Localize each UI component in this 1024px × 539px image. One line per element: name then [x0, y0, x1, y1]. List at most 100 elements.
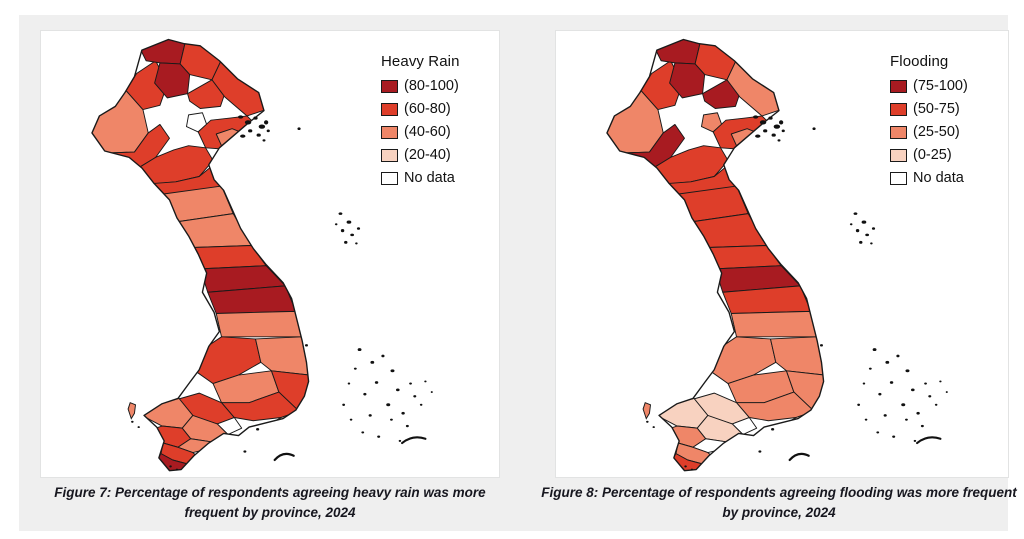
islet-dot	[768, 116, 773, 120]
islet-dot	[398, 439, 402, 442]
legend-item: (20-40)	[381, 147, 487, 163]
islet-dot	[262, 139, 266, 142]
map-card-heavy-rain: Heavy Rain (80-100) (60-80) (40-60) (20-…	[40, 30, 500, 478]
islet-dot	[381, 354, 385, 358]
islet-dot	[883, 414, 887, 417]
islet-dot	[871, 227, 876, 230]
islet-dot	[771, 133, 776, 137]
islet-dot	[253, 116, 258, 120]
islet-dot	[370, 360, 375, 364]
islet-dot	[244, 120, 252, 125]
islet-dot	[395, 388, 400, 392]
province-region	[704, 245, 782, 270]
islet-dot	[859, 240, 863, 244]
islet-dot	[913, 439, 917, 442]
islet-dot	[338, 212, 343, 215]
islet-dot	[690, 468, 694, 471]
reef-arc	[915, 436, 942, 445]
islet-dot	[347, 382, 351, 385]
phu-quoc-island	[642, 402, 652, 420]
islet-dot	[342, 403, 346, 406]
islet-dot	[885, 360, 890, 364]
islet-dot	[905, 369, 910, 373]
legend-label: (20-40)	[404, 147, 451, 163]
country-outline	[606, 38, 825, 472]
islet-dot	[304, 344, 308, 347]
vietnam-choropleth-flooding	[606, 38, 948, 472]
legend-title: Flooding	[890, 53, 949, 70]
legend-item: No data	[381, 170, 487, 186]
legend-item: (0-25)	[890, 147, 996, 163]
islet-dot	[779, 120, 784, 125]
figure-8-caption: Figure 8: Percentage of respondents agre…	[541, 485, 1017, 520]
islet-dot	[169, 465, 172, 468]
islet-dot	[357, 348, 362, 352]
islet-dot	[137, 426, 140, 429]
islet-dot	[771, 427, 775, 431]
legend-label: (40-60)	[404, 124, 451, 140]
islet-dot	[777, 139, 781, 142]
province-region	[189, 245, 267, 270]
legend-swatch-icon	[381, 102, 398, 116]
islet-dot	[256, 427, 260, 431]
islet-dot	[405, 424, 409, 428]
legend-item: (40-60)	[381, 124, 487, 140]
legend-label: No data	[913, 170, 964, 186]
islet-dot	[355, 242, 358, 245]
legend-swatch-icon	[381, 148, 398, 162]
islet-dot	[340, 229, 345, 233]
islet-dot	[266, 129, 270, 133]
islet-dot	[853, 212, 858, 215]
islet-dot	[175, 468, 179, 471]
islet-dot	[752, 115, 759, 119]
legend-swatch-icon	[890, 79, 907, 93]
islet-dot	[781, 129, 785, 133]
legend-label: (75-100)	[913, 78, 968, 94]
legend-heavy-rain: Heavy Rain (80-100) (60-80) (40-60) (20-…	[381, 53, 487, 193]
figure-stage: Heavy Rain (80-100) (60-80) (40-60) (20-…	[19, 15, 1017, 531]
islet-dot	[419, 403, 423, 406]
islet-dot	[758, 450, 762, 453]
islet-dot	[870, 242, 873, 245]
islet-dot	[928, 395, 932, 398]
islet-dot	[812, 127, 816, 130]
islet-dot	[916, 411, 920, 415]
legend-item: (60-80)	[381, 101, 487, 117]
legend-label: (60-80)	[404, 101, 451, 117]
islet-dot	[763, 129, 768, 133]
islet-dot	[920, 424, 924, 428]
islet-dot	[819, 344, 823, 347]
islet-dot	[878, 392, 882, 396]
reef-arc	[273, 452, 295, 462]
islet-dot	[945, 391, 948, 394]
islet-dot	[862, 382, 866, 385]
islet-dot	[334, 223, 338, 226]
islet-dot	[297, 127, 301, 130]
vietnam-choropleth-heavy-rain	[91, 38, 433, 472]
islet-dot	[896, 354, 900, 358]
islet-dot	[350, 233, 355, 237]
legend-item: (80-100)	[381, 78, 487, 94]
islet-dot	[759, 120, 767, 125]
islet-dot	[240, 134, 246, 138]
legend-swatch-icon	[890, 102, 907, 116]
islet-dot	[390, 369, 395, 373]
islet-dot	[256, 133, 261, 137]
islet-dot	[413, 395, 417, 398]
islet-dot	[755, 134, 761, 138]
reef-arc	[400, 436, 427, 445]
islet-dot	[773, 124, 781, 129]
islet-dot	[386, 403, 391, 407]
islet-dot	[905, 418, 908, 421]
islet-dot	[430, 391, 433, 394]
islet-dot	[910, 388, 915, 392]
islet-dot	[646, 420, 649, 423]
country-outline	[91, 38, 310, 472]
islet-dot	[868, 367, 872, 370]
legend-swatch-icon	[890, 171, 907, 185]
phu-quoc-island	[127, 402, 137, 420]
islet-dot	[864, 418, 868, 421]
islet-dot	[390, 418, 393, 421]
legend-swatch-icon	[381, 171, 398, 185]
islet-dot	[363, 392, 367, 396]
